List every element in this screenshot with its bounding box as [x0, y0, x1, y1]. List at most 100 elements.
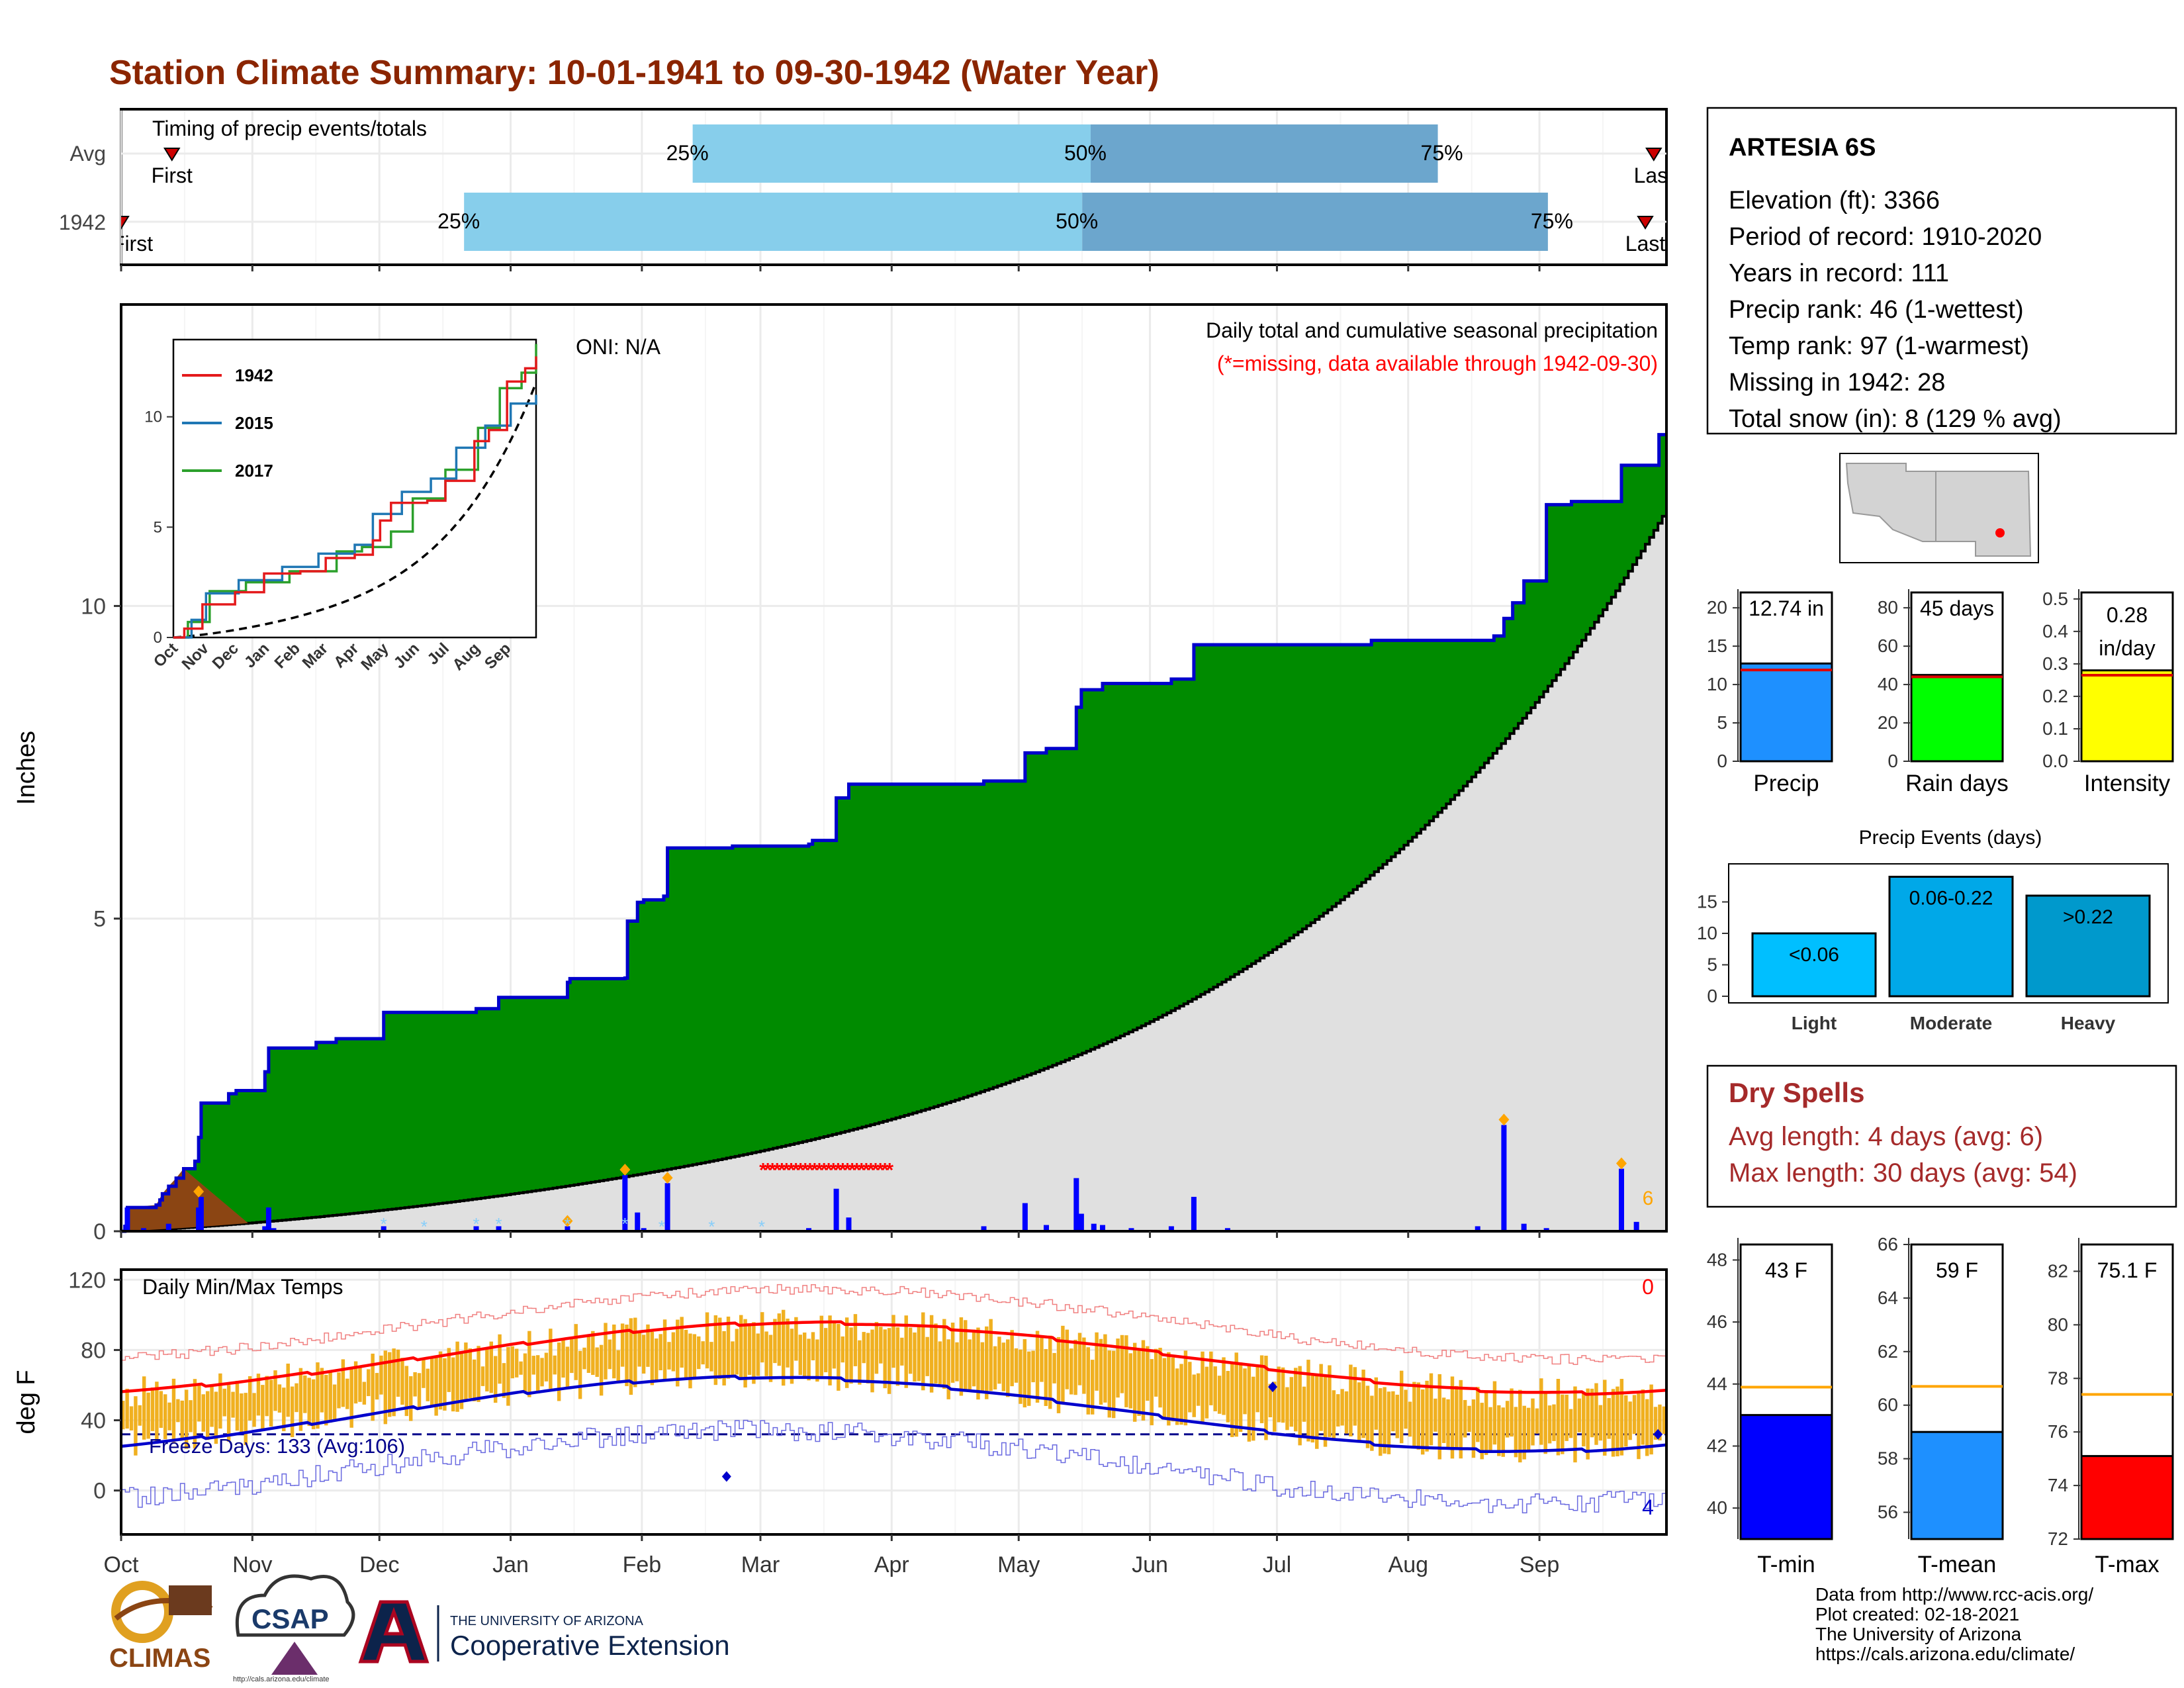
- daily-temp-bar: [1446, 1399, 1450, 1448]
- daily-temp-bar: [417, 1373, 422, 1409]
- daily-precip-bar: [1224, 1228, 1230, 1231]
- daily-temp-bar: [1069, 1348, 1073, 1395]
- daily-temp-bar: [608, 1339, 612, 1370]
- daily-temp-bar: [1459, 1380, 1463, 1459]
- record-low-marker: [721, 1471, 731, 1482]
- daily-temp-bar: [273, 1370, 277, 1411]
- heavy-event-marker: [193, 1186, 205, 1198]
- daily-temp-bar: [934, 1323, 938, 1383]
- missing-day-marker: *: [858, 1160, 866, 1182]
- csap-logo-url: http://cals.arizona.edu/climate: [233, 1675, 330, 1683]
- daily-precip-bar: [496, 1226, 502, 1231]
- temp-bar-tick-label: 46: [1707, 1311, 1727, 1332]
- month-tick-label: Jun: [1132, 1552, 1168, 1577]
- daily-temp-bar: [837, 1324, 841, 1391]
- daily-temp-bar: [1476, 1387, 1480, 1442]
- map-region-shape: [1845, 463, 2032, 557]
- daily-temp-bar: [282, 1387, 286, 1432]
- daily-temp-bar: [786, 1318, 790, 1368]
- daily-temp-bar: [959, 1317, 964, 1396]
- daily-temp-bar: [1179, 1364, 1183, 1425]
- daily-temp-bar: [735, 1329, 739, 1375]
- daily-precip-bar: [1618, 1168, 1624, 1231]
- daily-temp-bar: [1637, 1393, 1641, 1460]
- temp-bar-tick-label: 72: [2048, 1528, 2068, 1549]
- daily-temp-bar: [1243, 1368, 1247, 1415]
- daily-temp-bar: [1658, 1404, 1662, 1440]
- temp-bar-tick-label: 80: [2048, 1314, 2068, 1335]
- temp-bar-tick-label: 82: [2048, 1260, 2068, 1281]
- daily-temp-bar: [1408, 1401, 1412, 1437]
- daily-temp-bar: [1158, 1348, 1162, 1408]
- daily-temp-bar: [1315, 1374, 1319, 1449]
- daily-temp-bar: [316, 1362, 320, 1429]
- daily-temp-bar: [1048, 1335, 1052, 1409]
- mini-bar-tick-label: 60: [1878, 635, 1898, 656]
- daily-temp-bar: [226, 1385, 231, 1442]
- record-low-marker: [1653, 1429, 1663, 1440]
- inset-ytick-label: 10: [144, 408, 162, 426]
- daily-temp-bar: [422, 1360, 426, 1388]
- daily-temp-bar: [993, 1346, 997, 1389]
- daily-temp-bar: [938, 1341, 942, 1385]
- daily-temp-bar: [1255, 1366, 1259, 1413]
- daily-precip-bar: [1091, 1223, 1097, 1231]
- daily-precip-bar: [165, 1223, 171, 1231]
- daily-temp-bar: [1285, 1387, 1289, 1430]
- missing-day-marker: *: [768, 1160, 776, 1182]
- daily-temp-bar: [244, 1393, 248, 1446]
- missing-day-marker: *: [764, 1160, 772, 1182]
- snow-marker: *: [758, 1217, 765, 1237]
- daily-temp-bar: [519, 1361, 523, 1375]
- daily-temp-bar: [625, 1325, 629, 1386]
- daily-temp-bar: [1328, 1365, 1332, 1437]
- daily-temp-bar: [620, 1323, 625, 1367]
- daily-temp-bar: [866, 1333, 870, 1383]
- mini-bar-tick-label: 0.4: [2042, 621, 2068, 641]
- mini-bar-value: [1910, 674, 2004, 763]
- daily-precip-bar: [1633, 1221, 1639, 1231]
- mini-bar-tick-label: 0.3: [2042, 653, 2068, 674]
- daily-temp-bar: [1353, 1367, 1357, 1426]
- daily-temp-bar: [841, 1336, 844, 1363]
- inset-legend-label: 2015: [235, 413, 273, 433]
- temp-panel-frame: [120, 1268, 1668, 1536]
- daily-temp-bar: [705, 1312, 709, 1369]
- daily-temp-bar: [1628, 1401, 1632, 1440]
- daily-temp-bar: [1522, 1405, 1526, 1460]
- daily-temp-bar: [1518, 1389, 1522, 1463]
- daily-temp-bar: [222, 1388, 226, 1417]
- daily-temp-bar: [650, 1331, 655, 1385]
- daily-temp-bar: [489, 1341, 493, 1393]
- daily-temp-bar: [942, 1319, 946, 1389]
- timing-p75-label: 75%: [1531, 209, 1573, 233]
- record-min-line: [121, 1419, 1666, 1514]
- daily-temp-bar: [900, 1337, 904, 1366]
- daily-precip-bar: [664, 1183, 670, 1231]
- daily-temp-bar: [1107, 1350, 1111, 1418]
- daily-temp-bar: [286, 1363, 290, 1417]
- daily-temp-bar: [858, 1340, 862, 1385]
- missing-day-marker: *: [773, 1160, 781, 1182]
- dry-spells-max: Max length: 30 days (avg: 54): [1729, 1158, 2077, 1188]
- timing-panel-label: Timing of precip events/totals: [152, 117, 427, 140]
- mini-bar-value-label: 45 days: [1920, 596, 1994, 620]
- station-line-elevation: Elevation (ft): 3366: [1729, 187, 1940, 214]
- daily-temp-bar: [595, 1347, 599, 1378]
- snow-marker: *: [564, 1214, 570, 1234]
- temp-bar-tick-label: 42: [1707, 1435, 1727, 1456]
- daily-precip-bar: [641, 1228, 647, 1231]
- daily-temp-bar: [358, 1366, 362, 1402]
- daily-temp-bar: [261, 1385, 265, 1430]
- daily-temp-bar: [142, 1376, 146, 1440]
- daily-temp-bar: [921, 1312, 925, 1391]
- timing-p25-label: 25%: [437, 209, 480, 233]
- daily-temp-bar: [1336, 1394, 1340, 1427]
- temp-bar-value-label: 59 F: [1936, 1258, 1978, 1282]
- average-cumulative-area: [121, 508, 1666, 1232]
- daily-temp-bar: [388, 1352, 392, 1417]
- daily-temp-bar: [1611, 1389, 1615, 1457]
- missing-day-marker: *: [829, 1160, 837, 1182]
- normal-max-line: [120, 1320, 1667, 1396]
- precip-ytick-label: 10: [81, 594, 106, 619]
